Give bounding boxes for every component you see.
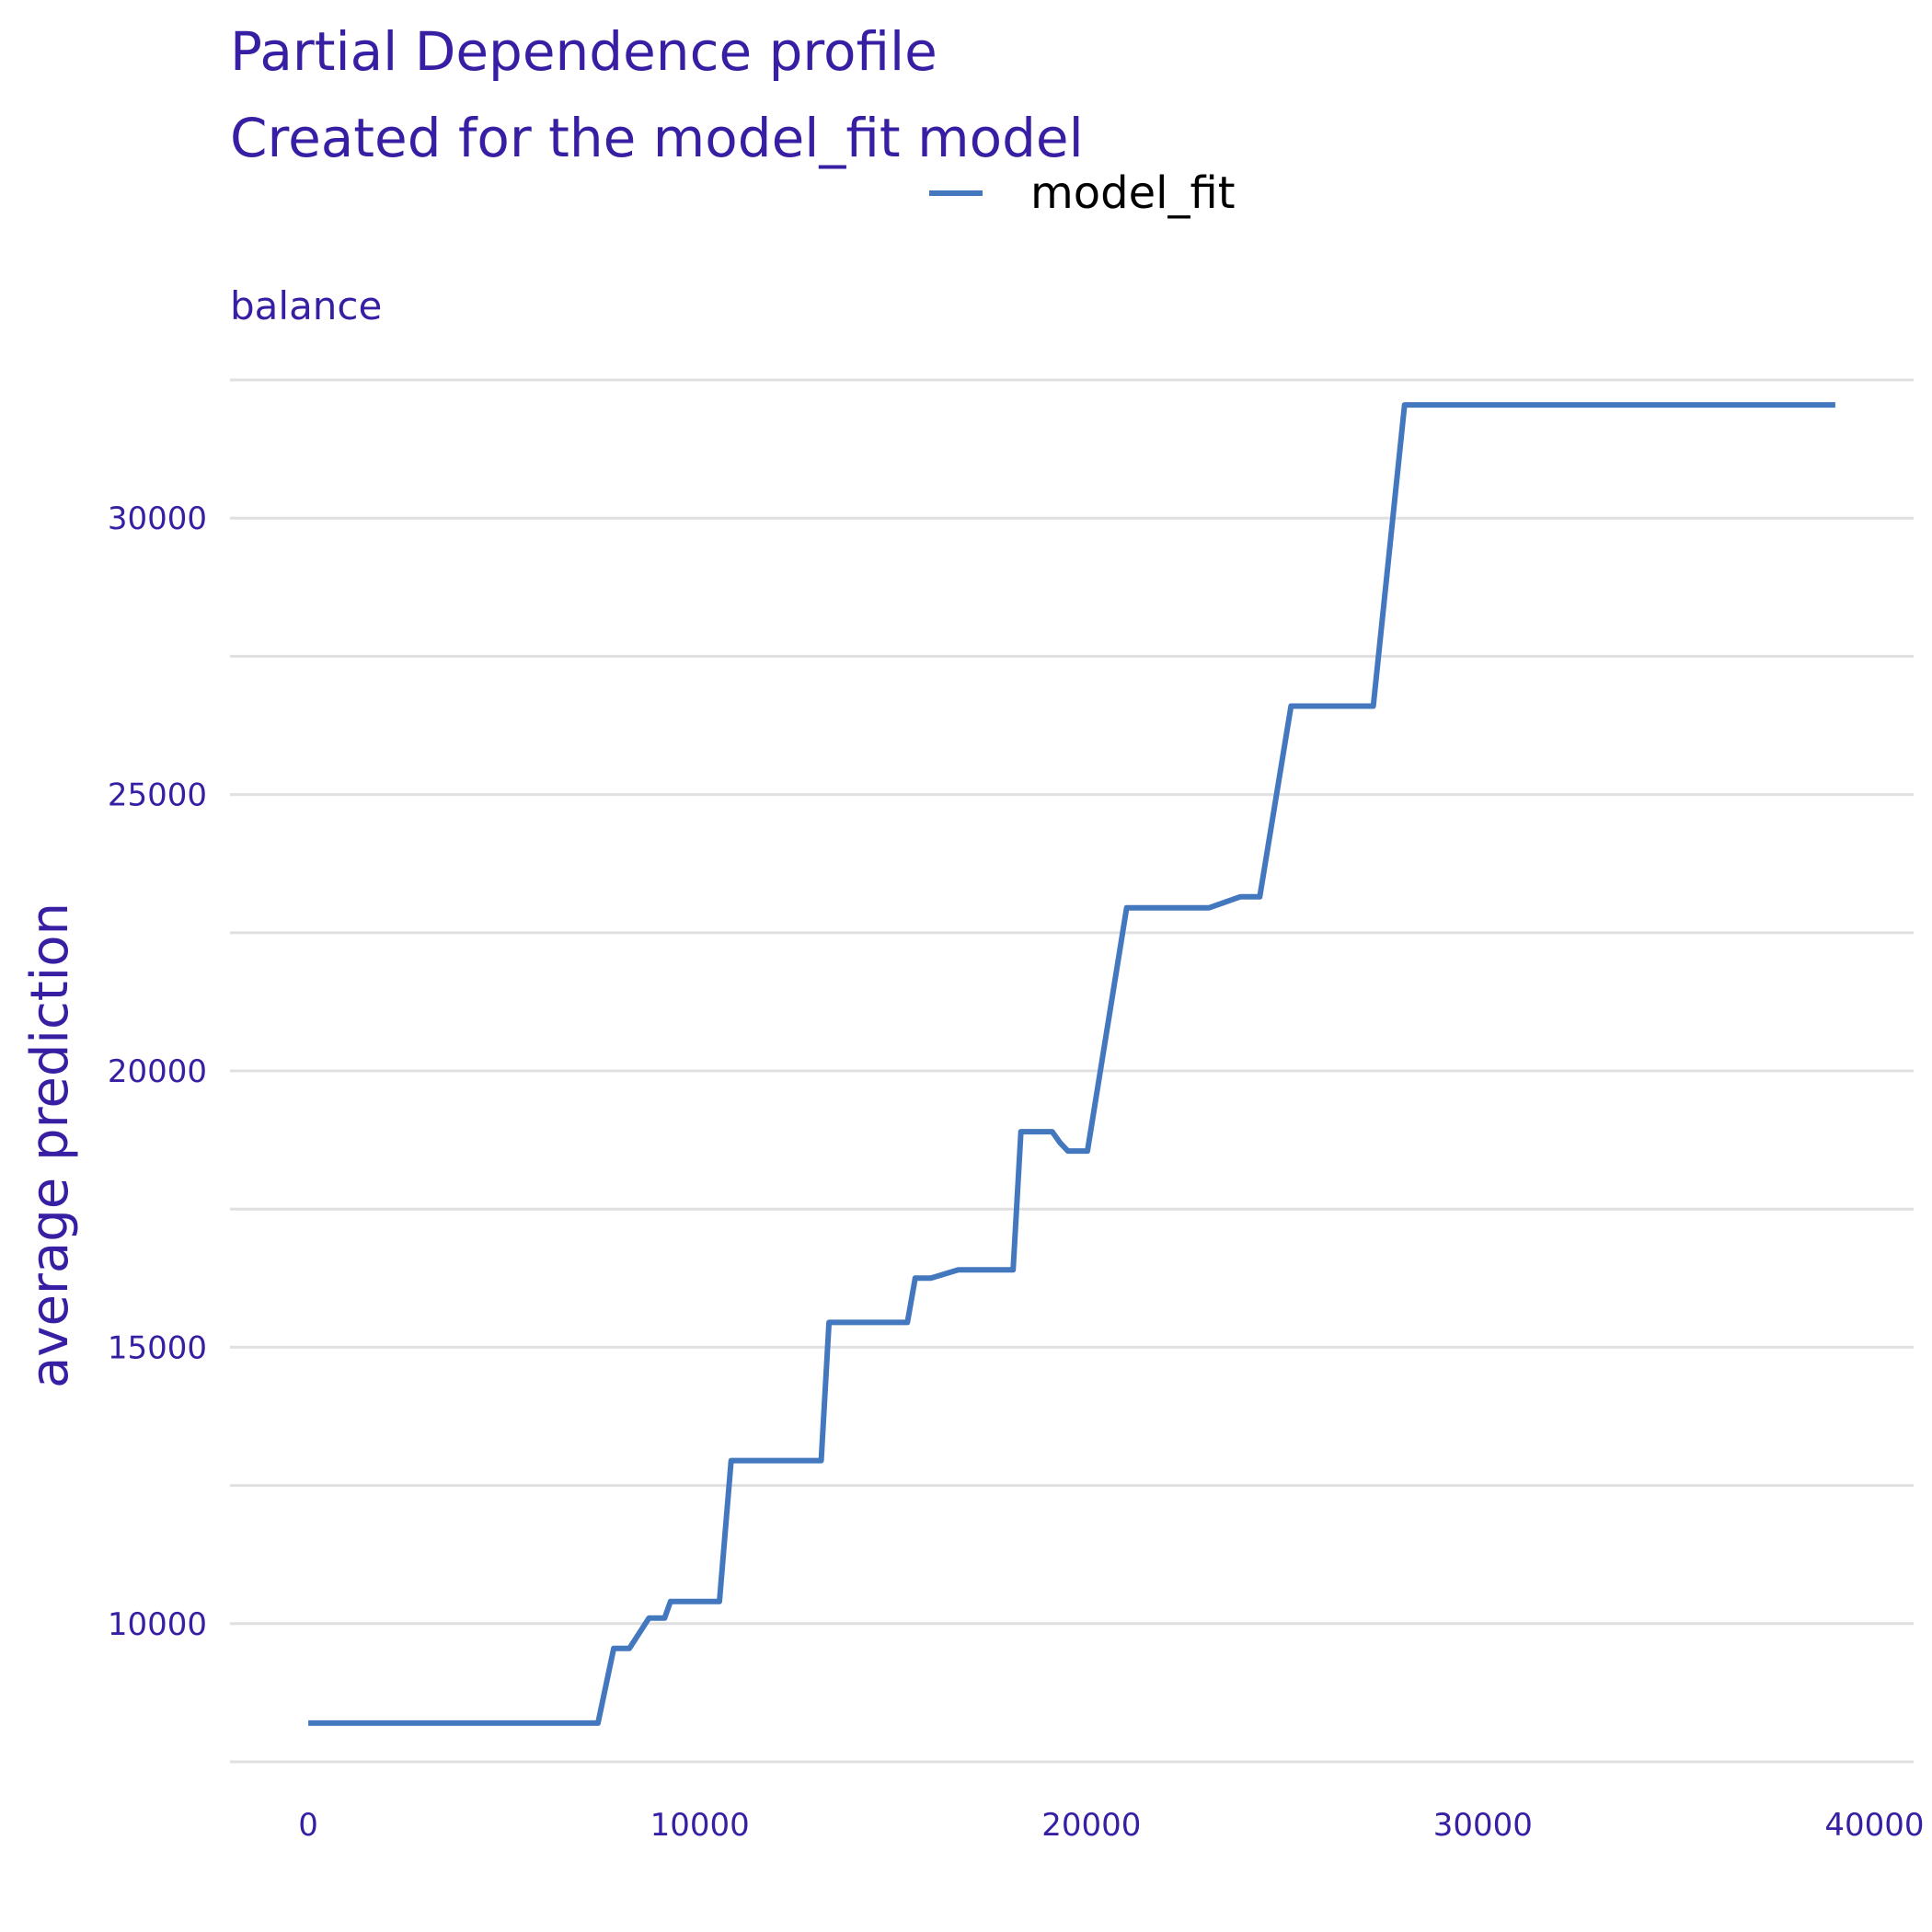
chart-subtitle: Created for the model_fit model [230, 107, 1084, 169]
y-tick-label: 10000 [108, 1606, 207, 1643]
y-tick-label: 20000 [108, 1053, 207, 1090]
series-lines [308, 402, 1835, 1726]
x-tick-label: 30000 [1433, 1807, 1533, 1844]
grid-lines [230, 378, 1914, 1764]
facet-label: balance [230, 283, 383, 328]
legend: model_fit [929, 166, 1236, 221]
x-tick-label: 20000 [1041, 1807, 1141, 1844]
x-tick-label: 10000 [650, 1807, 750, 1844]
legend-key-model-fit [929, 190, 983, 196]
legend-label-model-fit: model_fit [1030, 167, 1236, 219]
y-tick-label: 15000 [108, 1329, 207, 1366]
x-tick-label: 40000 [1824, 1807, 1924, 1844]
x-tick-label: 0 [298, 1807, 318, 1844]
chart-title: Partial Dependence profile [230, 20, 937, 83]
tick-labels: 10000 15000 20000 25000 30000 0 10000 20000 3000… [108, 500, 1925, 1844]
y-tick-label: 25000 [108, 777, 207, 814]
y-tick-label: 30000 [108, 500, 207, 537]
series-line-model-fit [308, 402, 1835, 1726]
